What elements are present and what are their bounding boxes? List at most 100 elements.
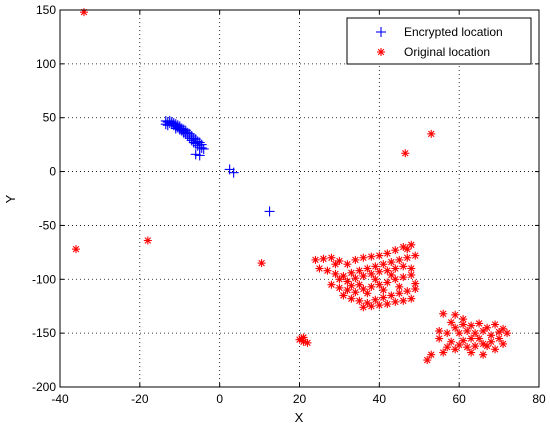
original-point — [387, 270, 396, 279]
original-point — [395, 282, 404, 291]
series-encrypted — [160, 115, 275, 217]
original-point — [355, 280, 364, 289]
encrypted-point — [170, 123, 181, 134]
y-tick-label: -100 — [32, 272, 56, 286]
x-tick-label: 60 — [452, 392, 466, 406]
original-point — [363, 289, 372, 298]
original-point — [387, 291, 396, 300]
original-point — [347, 294, 356, 303]
original-point — [427, 129, 436, 138]
original-point — [359, 303, 368, 312]
original-point — [459, 320, 468, 329]
grid-lines — [60, 10, 539, 387]
original-point — [435, 326, 444, 335]
original-point — [143, 236, 152, 245]
original-point — [447, 318, 456, 327]
x-tick-label: -20 — [131, 392, 149, 406]
original-point — [459, 315, 468, 324]
y-axis-label: Y — [3, 194, 18, 203]
x-axis-label: X — [295, 410, 304, 425]
original-point — [339, 291, 348, 300]
encrypted-point — [194, 137, 205, 148]
y-tick-label: 100 — [36, 57, 56, 71]
original-point — [387, 258, 396, 267]
original-point — [367, 282, 376, 291]
original-point — [359, 253, 368, 262]
original-point — [383, 300, 392, 309]
original-point — [343, 286, 352, 295]
legend-label-original: Original location — [404, 45, 490, 59]
data-marks — [71, 8, 512, 365]
original-point — [371, 262, 380, 271]
original-point — [463, 343, 472, 352]
encrypted-point — [228, 167, 239, 178]
original-point — [401, 149, 410, 158]
x-tick-label: 40 — [373, 392, 387, 406]
original-point — [347, 281, 356, 290]
original-point — [475, 334, 484, 343]
original-point — [347, 268, 356, 277]
original-point — [391, 246, 400, 255]
original-point — [479, 350, 488, 359]
original-point — [383, 249, 392, 258]
original-point — [327, 253, 336, 262]
original-point — [355, 296, 364, 305]
original-point — [435, 334, 444, 343]
original-point — [379, 286, 388, 295]
original-point — [303, 338, 312, 347]
original-point — [391, 297, 400, 306]
original-point — [427, 350, 436, 359]
y-tick-label: 150 — [36, 3, 56, 17]
encrypted-point — [264, 206, 275, 217]
original-point — [331, 260, 340, 269]
original-point — [407, 240, 416, 249]
encrypted-point — [186, 133, 197, 144]
original-point — [297, 334, 306, 343]
original-point — [335, 283, 344, 292]
original-point — [451, 323, 460, 332]
original-point — [395, 255, 404, 264]
original-point — [479, 326, 488, 335]
original-point — [403, 253, 412, 262]
original-point — [483, 342, 492, 351]
original-point — [399, 262, 408, 271]
original-point — [79, 8, 88, 17]
original-point — [411, 251, 420, 260]
original-point — [467, 348, 476, 357]
original-point — [319, 254, 328, 263]
legend-label-encrypted: Encrypted location — [404, 25, 503, 39]
original-point — [71, 245, 80, 254]
encrypted-point — [184, 128, 195, 139]
original-point — [375, 301, 384, 310]
original-point — [407, 294, 416, 303]
encrypted-point — [198, 143, 209, 154]
original-point — [423, 356, 432, 365]
original-point — [487, 331, 496, 340]
y-tick-label: -50 — [39, 218, 57, 232]
original-point — [463, 326, 472, 335]
original-point — [451, 310, 460, 319]
original-point — [499, 339, 508, 348]
original-point — [407, 270, 416, 279]
original-point — [359, 272, 368, 281]
original-point — [351, 255, 360, 264]
encrypted-point — [160, 119, 171, 130]
original-point — [371, 275, 380, 284]
original-point — [351, 288, 360, 297]
original-point — [439, 348, 448, 357]
original-point — [311, 255, 320, 264]
original-point — [467, 321, 476, 330]
original-point — [351, 274, 360, 283]
original-point — [439, 309, 448, 318]
original-point — [379, 260, 388, 269]
original-point — [257, 259, 266, 268]
legend-box — [346, 17, 532, 65]
legend: Encrypted location Original location — [346, 17, 532, 65]
x-tick-label: 80 — [532, 392, 546, 406]
legend-plus-icon — [376, 27, 386, 37]
y-tick-label: 0 — [49, 165, 56, 179]
encrypted-point — [190, 149, 201, 160]
original-point — [443, 343, 452, 352]
original-point — [375, 280, 384, 289]
legend-star-icon — [377, 48, 385, 56]
